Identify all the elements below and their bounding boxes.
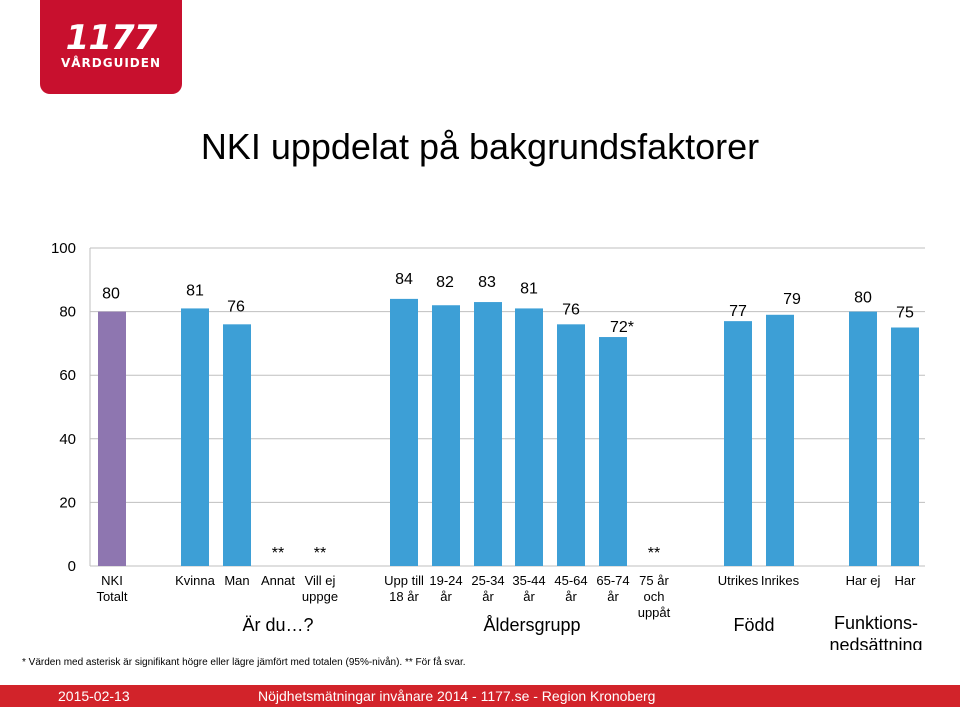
y-tick-label: 40 <box>59 431 76 448</box>
group-label: Funktions- <box>834 613 918 633</box>
group-label: Född <box>733 615 774 635</box>
x-tick-label: Utrikes <box>718 573 759 588</box>
x-tick-label: 25-34 <box>471 573 504 588</box>
bar <box>515 308 543 566</box>
x-tick-label: 75 år <box>639 573 669 588</box>
bar <box>849 311 877 566</box>
x-tick-label: Inrikes <box>761 573 800 588</box>
data-label: 80 <box>102 286 120 303</box>
x-tick-label: Har ej <box>846 573 881 588</box>
data-label: 82 <box>436 274 454 291</box>
x-tick-label: Har <box>895 573 917 588</box>
x-tick-label: Kvinna <box>175 573 216 588</box>
logo-1177-vardguiden: 1177 VÅRDGUIDEN <box>40 0 182 94</box>
chart-title: NKI uppdelat på bakgrundsfaktorer <box>200 126 760 167</box>
data-label: 75 <box>896 305 914 322</box>
x-tick-label: Man <box>224 573 249 588</box>
x-tick-label: uppge <box>302 589 338 604</box>
data-label: 77 <box>729 303 747 320</box>
group-label: Är du…? <box>242 615 313 635</box>
x-tick-label: Vill ej <box>305 573 336 588</box>
data-label: 72* <box>610 319 634 336</box>
data-label: 81 <box>520 280 538 297</box>
x-tick-label: år <box>523 589 535 604</box>
data-label: ** <box>314 545 326 562</box>
bar <box>432 305 460 566</box>
x-tick-label: år <box>607 589 619 604</box>
data-label: 76 <box>562 301 580 318</box>
x-tick-label: 35-44 <box>512 573 545 588</box>
bar <box>724 321 752 566</box>
x-tick-label: och <box>644 589 665 604</box>
data-label: 84 <box>395 271 413 288</box>
bar <box>557 324 585 566</box>
x-tick-label: år <box>482 589 494 604</box>
x-tick-label: uppåt <box>638 605 671 620</box>
y-tick-label: 20 <box>59 494 76 511</box>
logo-subtitle: VÅRDGUIDEN <box>60 56 162 70</box>
x-tick-label: Totalt <box>96 589 127 604</box>
x-tick-label: NKI <box>101 573 123 588</box>
x-tick-label: Annat <box>261 573 295 588</box>
bar <box>766 314 794 566</box>
bar <box>390 298 418 566</box>
footer-date: 2015-02-13 <box>58 688 130 704</box>
bar <box>599 337 627 566</box>
x-tick-label: 19-24 <box>429 573 462 588</box>
bar <box>891 327 919 566</box>
data-label: 76 <box>227 298 245 315</box>
x-tick-label: 45-64 <box>554 573 587 588</box>
footer-text: Nöjdhetsmätningar invånare 2014 - 1177.s… <box>258 688 656 704</box>
bar <box>223 324 251 566</box>
bar <box>98 311 126 566</box>
data-label: 79 <box>783 291 801 308</box>
y-tick-label: 80 <box>59 304 76 321</box>
x-tick-label: Upp till <box>384 573 424 588</box>
footer-bar: 2015-02-13 Nöjdhetsmätningar invånare 20… <box>0 685 960 707</box>
y-tick-label: 60 <box>59 367 76 384</box>
data-label: 80 <box>854 290 872 307</box>
data-label: 83 <box>478 274 496 291</box>
group-label: Åldersgrupp <box>483 615 580 635</box>
x-tick-label: år <box>565 589 577 604</box>
x-tick-label: 18 år <box>389 589 419 604</box>
logo-number: 1177 <box>65 18 158 58</box>
y-tick-label: 0 <box>68 558 76 575</box>
x-tick-label: 65-74 <box>596 573 629 588</box>
group-label: nedsättning <box>829 635 922 650</box>
bar <box>181 308 209 566</box>
data-label: ** <box>272 545 284 562</box>
bar <box>474 302 502 566</box>
data-label: ** <box>648 545 660 562</box>
data-label: 81 <box>186 282 204 299</box>
footnote: * Värden med asterisk är signifikant hög… <box>22 657 466 668</box>
y-tick-label: 100 <box>51 240 76 257</box>
x-tick-label: år <box>440 589 452 604</box>
